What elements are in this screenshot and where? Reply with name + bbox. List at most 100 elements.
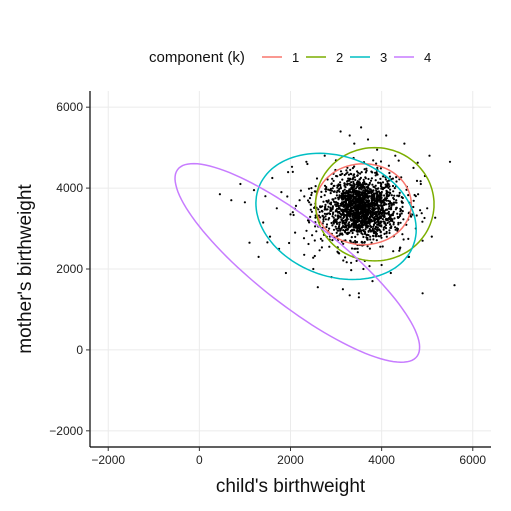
scatter-point bbox=[337, 183, 340, 186]
scatter-point bbox=[393, 217, 396, 220]
scatter-point bbox=[430, 235, 433, 238]
scatter-point bbox=[313, 254, 316, 258]
scatter-point bbox=[339, 173, 342, 176]
scatter-point bbox=[339, 181, 342, 184]
scatter-point bbox=[390, 225, 393, 228]
scatter-point bbox=[369, 235, 372, 238]
scatter-point bbox=[392, 196, 395, 200]
scatter-point bbox=[312, 267, 315, 271]
scatter-point bbox=[349, 178, 352, 181]
scatter-point bbox=[299, 189, 302, 192]
scatter-point bbox=[375, 192, 379, 195]
scatter-point bbox=[294, 204, 298, 207]
scatter-point bbox=[368, 227, 371, 230]
scatter-point bbox=[363, 232, 366, 235]
scatter-point bbox=[398, 213, 402, 216]
scatter-point bbox=[325, 199, 328, 203]
scatter-point bbox=[341, 219, 344, 222]
scatter-point bbox=[363, 221, 366, 224]
scatter-point bbox=[377, 220, 380, 223]
scatter-point bbox=[397, 159, 400, 162]
scatter-point bbox=[329, 208, 332, 211]
scatter-point bbox=[286, 195, 289, 198]
scatter-point bbox=[308, 197, 312, 200]
y-tick-label: −2000 bbox=[49, 424, 83, 438]
scatter-point bbox=[365, 195, 368, 198]
scatter-point bbox=[351, 194, 354, 197]
scatter-point bbox=[356, 206, 359, 209]
scatter-point bbox=[377, 208, 380, 211]
scatter-point bbox=[343, 182, 346, 185]
scatter-point bbox=[302, 237, 306, 240]
scatter-point bbox=[348, 197, 351, 200]
scatter-point bbox=[366, 245, 369, 248]
scatter-point bbox=[379, 167, 382, 170]
scatter-point bbox=[359, 196, 362, 199]
scatter-point bbox=[346, 180, 349, 183]
ellipse-component-4 bbox=[174, 162, 421, 363]
scatter-point bbox=[395, 176, 398, 179]
scatter-point bbox=[371, 171, 374, 174]
scatter-point bbox=[360, 240, 363, 243]
scatter-point bbox=[379, 184, 382, 188]
scatter-point bbox=[332, 228, 336, 231]
scatter-point bbox=[388, 229, 391, 232]
scatter-point bbox=[344, 201, 348, 204]
scatter-point bbox=[341, 172, 344, 175]
scatter-point bbox=[342, 242, 345, 245]
scatter-point bbox=[328, 202, 331, 205]
scatter-point bbox=[349, 168, 352, 171]
scatter-point bbox=[392, 201, 395, 204]
scatter-point bbox=[342, 205, 346, 208]
scatter-point bbox=[356, 201, 359, 204]
scatter-point bbox=[352, 201, 356, 204]
scatter-point bbox=[316, 286, 319, 289]
scatter-point bbox=[370, 203, 373, 206]
scatter-point bbox=[372, 216, 375, 219]
scatter-point bbox=[350, 218, 354, 221]
scatter-point bbox=[355, 208, 358, 212]
scatter-point bbox=[352, 209, 355, 212]
scatter-point bbox=[399, 221, 402, 224]
scatter-point bbox=[320, 209, 323, 212]
scatter-point bbox=[354, 178, 357, 181]
scatter-point bbox=[359, 199, 362, 202]
scatter-point bbox=[392, 212, 395, 215]
scatter-point bbox=[257, 255, 260, 258]
scatter-point bbox=[340, 208, 343, 211]
scatter-point bbox=[363, 186, 366, 189]
scatter-point bbox=[379, 160, 383, 163]
scatter-point bbox=[337, 229, 340, 232]
scatter-point bbox=[308, 201, 311, 204]
scatter-point bbox=[322, 218, 325, 221]
scatter-point bbox=[365, 199, 368, 202]
scatter-point bbox=[338, 234, 341, 237]
scatter-point bbox=[448, 160, 452, 163]
scatter-point bbox=[363, 230, 366, 233]
scatter-point bbox=[336, 214, 340, 217]
scatter-point bbox=[379, 177, 382, 180]
scatter-point bbox=[312, 256, 315, 259]
scatter-point bbox=[389, 188, 392, 191]
scatter-point bbox=[336, 184, 340, 188]
scatter-point bbox=[350, 236, 353, 239]
scatter-point bbox=[362, 229, 365, 232]
scatter-point bbox=[372, 193, 376, 196]
scatter-point bbox=[367, 201, 370, 204]
scatter-point bbox=[359, 208, 362, 211]
scatter-point bbox=[350, 229, 353, 232]
scatter-point bbox=[275, 207, 278, 210]
scatter-point bbox=[394, 201, 397, 204]
scatter-point bbox=[373, 204, 376, 207]
scatter-point bbox=[382, 228, 385, 231]
scatter-point bbox=[366, 212, 369, 215]
scatter-point bbox=[388, 207, 391, 210]
scatter-point bbox=[326, 208, 329, 211]
scatter-point bbox=[379, 216, 382, 219]
scatter-point bbox=[378, 235, 381, 238]
scatter-point bbox=[393, 187, 396, 190]
scatter-point bbox=[379, 199, 382, 202]
scatter-point bbox=[326, 212, 329, 215]
scatter-point bbox=[377, 223, 380, 226]
scatter-point bbox=[342, 203, 346, 207]
